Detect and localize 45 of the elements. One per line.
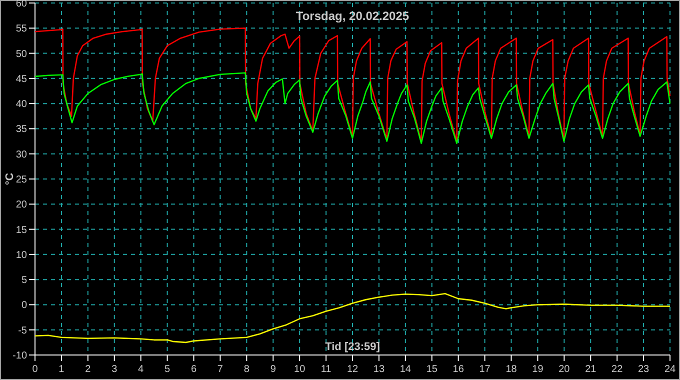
x-tick-label: 19 bbox=[532, 364, 544, 375]
x-tick-label: 20 bbox=[558, 364, 570, 375]
y-tick-label: 0 bbox=[21, 300, 28, 312]
x-tick-label: 21 bbox=[585, 364, 597, 375]
x-tick-label: 7 bbox=[217, 364, 224, 375]
y-tick-label: 10 bbox=[16, 250, 28, 261]
x-tick-label: 10 bbox=[294, 364, 306, 375]
x-tick-label: 15 bbox=[426, 364, 438, 375]
y-axis-title: °C bbox=[4, 172, 16, 186]
y-tick-label: 5 bbox=[21, 275, 28, 286]
x-tick-label: 13 bbox=[373, 364, 385, 375]
y-tick-label: -5 bbox=[18, 325, 28, 336]
y-tick-label: -10 bbox=[12, 350, 28, 362]
line-series bbox=[34, 293, 671, 344]
y-tick-label: 50 bbox=[16, 48, 28, 60]
y-tick-label: 45 bbox=[16, 74, 28, 85]
text: Torsdag, 20.02.2025 bbox=[296, 9, 410, 23]
x-tick-label: 23 bbox=[638, 364, 650, 375]
x-tick-label: 9 bbox=[270, 364, 276, 375]
x-tick-label: 3 bbox=[112, 364, 118, 375]
y-tick-label: 55 bbox=[16, 24, 28, 35]
x-tick-label: 17 bbox=[479, 364, 491, 375]
y-tick-label: 15 bbox=[16, 224, 28, 236]
y-tick-label: 40 bbox=[16, 99, 28, 110]
line-series bbox=[34, 72, 671, 144]
x-tick-label: 18 bbox=[506, 364, 518, 375]
y-tick-label: 35 bbox=[16, 124, 28, 136]
y-tick-label: 30 bbox=[16, 149, 28, 160]
x-tick-label: 11 bbox=[320, 364, 332, 375]
x-tick-label: 24 bbox=[664, 364, 676, 375]
x-tick-label: 14 bbox=[400, 364, 412, 375]
line-series bbox=[34, 27, 671, 142]
x-axis-title: Tid [23:59] bbox=[325, 341, 380, 353]
x-tick-label: 0 bbox=[32, 364, 38, 375]
x-tick-label: 22 bbox=[612, 364, 624, 375]
x-tick-label: 12 bbox=[346, 364, 358, 375]
x-tick-label: 2 bbox=[85, 364, 92, 375]
x-tick-label: 6 bbox=[190, 364, 197, 375]
x-tick-label: 5 bbox=[164, 364, 171, 375]
x-tick-label: 4 bbox=[138, 364, 144, 375]
x-tick-label: 8 bbox=[244, 364, 250, 375]
x-tick-label: 16 bbox=[452, 364, 464, 375]
y-tick-label: 20 bbox=[16, 200, 28, 211]
x-tick-label: 1 bbox=[58, 364, 65, 375]
y-tick-label: 25 bbox=[16, 174, 28, 186]
